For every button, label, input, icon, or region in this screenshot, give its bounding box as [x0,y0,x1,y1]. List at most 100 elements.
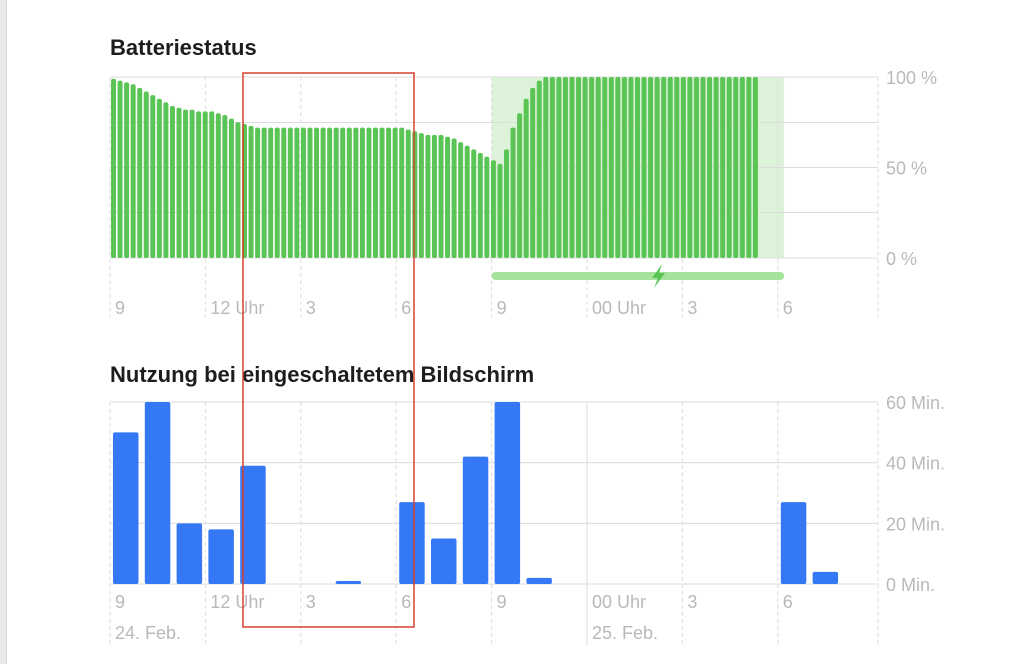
usage-x-tick-label: 9 [497,592,507,612]
battery-bar [707,77,713,258]
battery-bar [176,107,182,259]
usage-bar [208,529,234,584]
usage-bar [240,465,266,584]
battery-bar [196,111,202,258]
battery-bar [215,113,221,258]
battery-bar [130,84,136,259]
battery-bar [189,109,195,258]
battery-x-tick-label: 9 [115,298,125,318]
battery-bar [346,127,352,259]
usage-x-tick-label: 12 Uhr [210,592,264,612]
battery-bar [746,77,752,258]
battery-bar [137,87,143,258]
battery-bar [209,111,215,258]
battery-bar [458,142,464,258]
battery-bar [752,77,758,258]
battery-bar [274,127,280,259]
battery-bar [615,77,621,258]
battery-bar [582,77,588,258]
battery-x-tick-label: 6 [783,298,793,318]
usage-x-tick-label: 3 [687,592,697,612]
battery-bar [111,78,116,258]
battery-bar [536,80,542,259]
battery-bar [379,127,385,259]
battery-bar [726,77,732,258]
battery-bar [418,133,424,258]
battery-bar [490,160,496,258]
battery-bar [687,77,693,258]
battery-bar [255,127,261,259]
battery-bar [202,111,208,258]
battery-bar [333,127,339,259]
battery-bar [366,127,372,259]
battery-bar [386,127,392,259]
usage-bar [812,571,839,584]
battery-bar [720,77,726,258]
battery-bar [621,77,627,258]
battery-bar [222,115,228,258]
battery-bar [405,129,411,258]
usage-bar [399,502,425,584]
battery-bar [556,77,562,258]
highlight-box [242,72,415,628]
battery-bar [445,136,451,258]
charging-indicator-strip [491,272,785,280]
battery-x-tick-label: 6 [401,298,411,318]
battery-bar [648,77,654,258]
battery-y-tick-label: 0 % [886,249,917,269]
battery-bar [314,127,320,259]
usage-y-tick-label: 0 Min. [886,575,935,595]
battery-bar [399,127,405,259]
battery-bar [294,127,300,259]
battery-bar [510,127,516,259]
battery-bar [261,127,267,259]
usage-bar [113,432,139,584]
usage-bar [144,402,171,584]
battery-bar [595,77,601,258]
usage-bar [176,523,203,584]
battery-bar [641,77,647,258]
battery-bar [353,127,359,259]
usage-date-label: 24. Feb. [115,623,181,643]
battery-x-tick-label: 9 [497,298,507,318]
battery-bar [562,77,568,258]
battery-bar [163,102,169,258]
battery-bar [700,77,706,258]
battery-bar [438,134,444,258]
battery-bar [412,131,418,258]
battery-bar [608,77,614,258]
battery-bar [693,77,699,258]
battery-x-tick-label: 00 Uhr [592,298,646,318]
usage-bar [780,502,807,584]
battery-bar [392,127,398,259]
battery-bar [281,127,287,259]
battery-bar [268,127,274,259]
battery-bar [143,91,149,258]
battery-bar [654,77,660,258]
battery-bar [451,138,457,258]
battery-bar [667,77,673,258]
usage-bar [335,580,362,584]
battery-bar [549,77,555,258]
usage-x-tick-label: 00 Uhr [592,592,646,612]
battery-bar [713,77,719,258]
battery-bar [373,127,378,259]
charging-bolt-icon [652,264,665,288]
battery-bar [327,127,333,259]
battery-bar [287,127,293,259]
battery-x-tick-label: 3 [306,298,316,318]
battery-bar [739,77,745,258]
usage-x-tick-label: 6 [783,592,793,612]
battery-status-title: Batteriestatus [110,35,257,60]
battery-bar [733,77,739,258]
usage-date-label: 25. Feb. [592,623,658,643]
usage-bar [526,577,552,584]
battery-bar [497,163,503,258]
battery-bar [235,122,241,258]
usage-y-tick-label: 20 Min. [886,514,945,534]
battery-bar [477,153,483,258]
battery-bar [431,134,437,258]
battery-x-tick-label: 12 Uhr [210,298,264,318]
battery-bar [156,98,162,258]
